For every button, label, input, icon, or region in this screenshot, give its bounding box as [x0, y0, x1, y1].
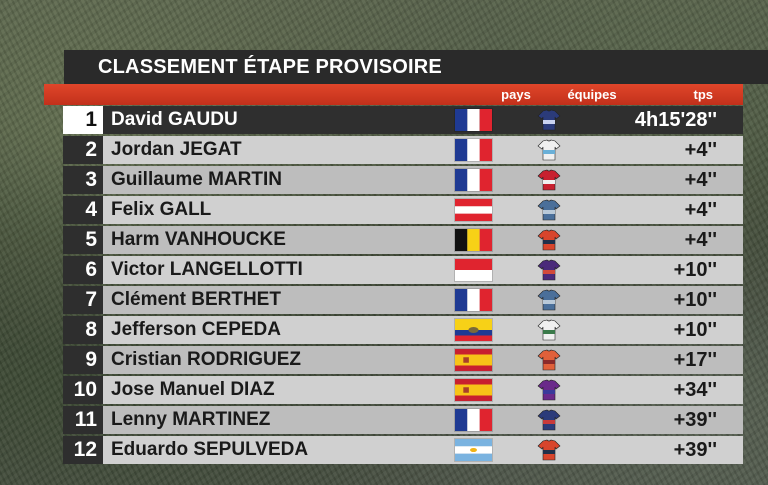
rank-number: 7	[63, 286, 103, 314]
team-jersey-icon	[537, 408, 561, 432]
rank-number: 12	[63, 436, 103, 464]
rank-number: 2	[63, 136, 103, 164]
flag-fra-icon	[455, 139, 492, 161]
team-jersey-icon	[537, 288, 561, 312]
flag-ecu-icon	[455, 319, 492, 341]
team-jersey-icon	[537, 348, 561, 372]
time-gap: 4h15'28''	[634, 109, 717, 131]
team-jersey-icon	[537, 228, 561, 252]
team-jersey-icon	[537, 258, 561, 282]
team-jersey-icon	[537, 168, 561, 192]
standings-row: 2 Jordan JEGAT +4''	[63, 136, 743, 164]
standings-row: 4 Felix GALL +4''	[63, 196, 743, 224]
rider-name: Cristian RODRIGUEZ	[111, 349, 302, 370]
time-gap: +4''	[684, 229, 717, 251]
time-gap: +34''	[673, 379, 717, 401]
rank-number: 9	[63, 346, 103, 374]
flag-arg-icon	[455, 439, 492, 461]
team-jersey-icon	[537, 438, 561, 462]
time-gap: +4''	[684, 199, 717, 221]
flag-aut-icon	[455, 199, 492, 221]
rider-name: Jordan JEGAT	[111, 139, 242, 160]
team-jersey-icon	[537, 318, 561, 342]
time-gap: +4''	[684, 139, 717, 161]
standings-row: 11 Lenny MARTINEZ +39''	[63, 406, 743, 434]
rank-number: 10	[63, 376, 103, 404]
team-jersey-icon	[537, 198, 561, 222]
time-gap: +39''	[673, 439, 717, 461]
team-jersey-icon	[537, 378, 561, 402]
flag-fra-icon	[455, 409, 492, 431]
time-gap: +4''	[684, 169, 717, 191]
standings-row: 1 David GAUDU 4h15'28''	[63, 106, 743, 134]
rank-number: 8	[63, 316, 103, 344]
flag-esp-icon	[455, 349, 492, 371]
flag-bel-icon	[455, 229, 492, 251]
header-tps: tps	[693, 87, 714, 102]
rank-number: 1	[63, 106, 103, 134]
standings-row: 8 Jefferson CEPEDA +10''	[63, 316, 743, 344]
flag-fra-icon	[455, 169, 492, 191]
classification-title-bar: CLASSEMENT ÉTAPE PROVISOIRE	[64, 50, 768, 84]
header-pays: pays	[501, 87, 531, 102]
rider-name: Victor LANGELLOTTI	[111, 259, 303, 280]
rider-name: Guillaume MARTIN	[111, 169, 283, 190]
rider-name: Eduardo SEPULVEDA	[111, 439, 309, 460]
rider-name: Clément BERTHET	[111, 289, 281, 310]
team-jersey-icon	[537, 108, 561, 132]
time-gap: +17''	[673, 349, 717, 371]
header-equipes: équipes	[567, 87, 617, 102]
flag-fra-icon	[455, 289, 492, 311]
time-gap: +10''	[673, 289, 717, 311]
flag-fra-icon	[455, 109, 492, 131]
standings-row: 6 Victor LANGELLOTTI +10''	[63, 256, 743, 284]
rider-name: Jefferson CEPEDA	[111, 319, 281, 340]
rank-number: 3	[63, 166, 103, 194]
flag-mco-icon	[455, 259, 492, 281]
rank-number: 6	[63, 256, 103, 284]
time-gap: +10''	[673, 259, 717, 281]
rider-name: Felix GALL	[111, 199, 212, 220]
time-gap: +39''	[673, 409, 717, 431]
team-jersey-icon	[537, 138, 561, 162]
time-gap: +10''	[673, 319, 717, 341]
classification-title: CLASSEMENT ÉTAPE PROVISOIRE	[98, 56, 442, 78]
column-header-bar: pays équipes tps	[44, 84, 743, 105]
standings-row: 9 Cristian RODRIGUEZ +17''	[63, 346, 743, 374]
flag-esp-icon	[455, 379, 492, 401]
rider-name: Lenny MARTINEZ	[111, 409, 271, 430]
rank-number: 4	[63, 196, 103, 224]
standings-row: 10 Jose Manuel DIAZ +34''	[63, 376, 743, 404]
standings-row: 3 Guillaume MARTIN +4''	[63, 166, 743, 194]
rider-name: Harm VANHOUCKE	[111, 229, 286, 250]
standings-row: 7 Clément BERTHET +10''	[63, 286, 743, 314]
rider-name: David GAUDU	[111, 109, 238, 130]
rank-number: 5	[63, 226, 103, 254]
rank-number: 11	[63, 406, 103, 434]
standings-row: 5 Harm VANHOUCKE +4''	[63, 226, 743, 254]
standings-row: 12 Eduardo SEPULVEDA +39''	[63, 436, 743, 464]
rider-name: Jose Manuel DIAZ	[111, 379, 275, 400]
standings-list: 1 David GAUDU 4h15'28'' 2 Jordan JEGAT +4'' 3 G…	[63, 106, 743, 466]
